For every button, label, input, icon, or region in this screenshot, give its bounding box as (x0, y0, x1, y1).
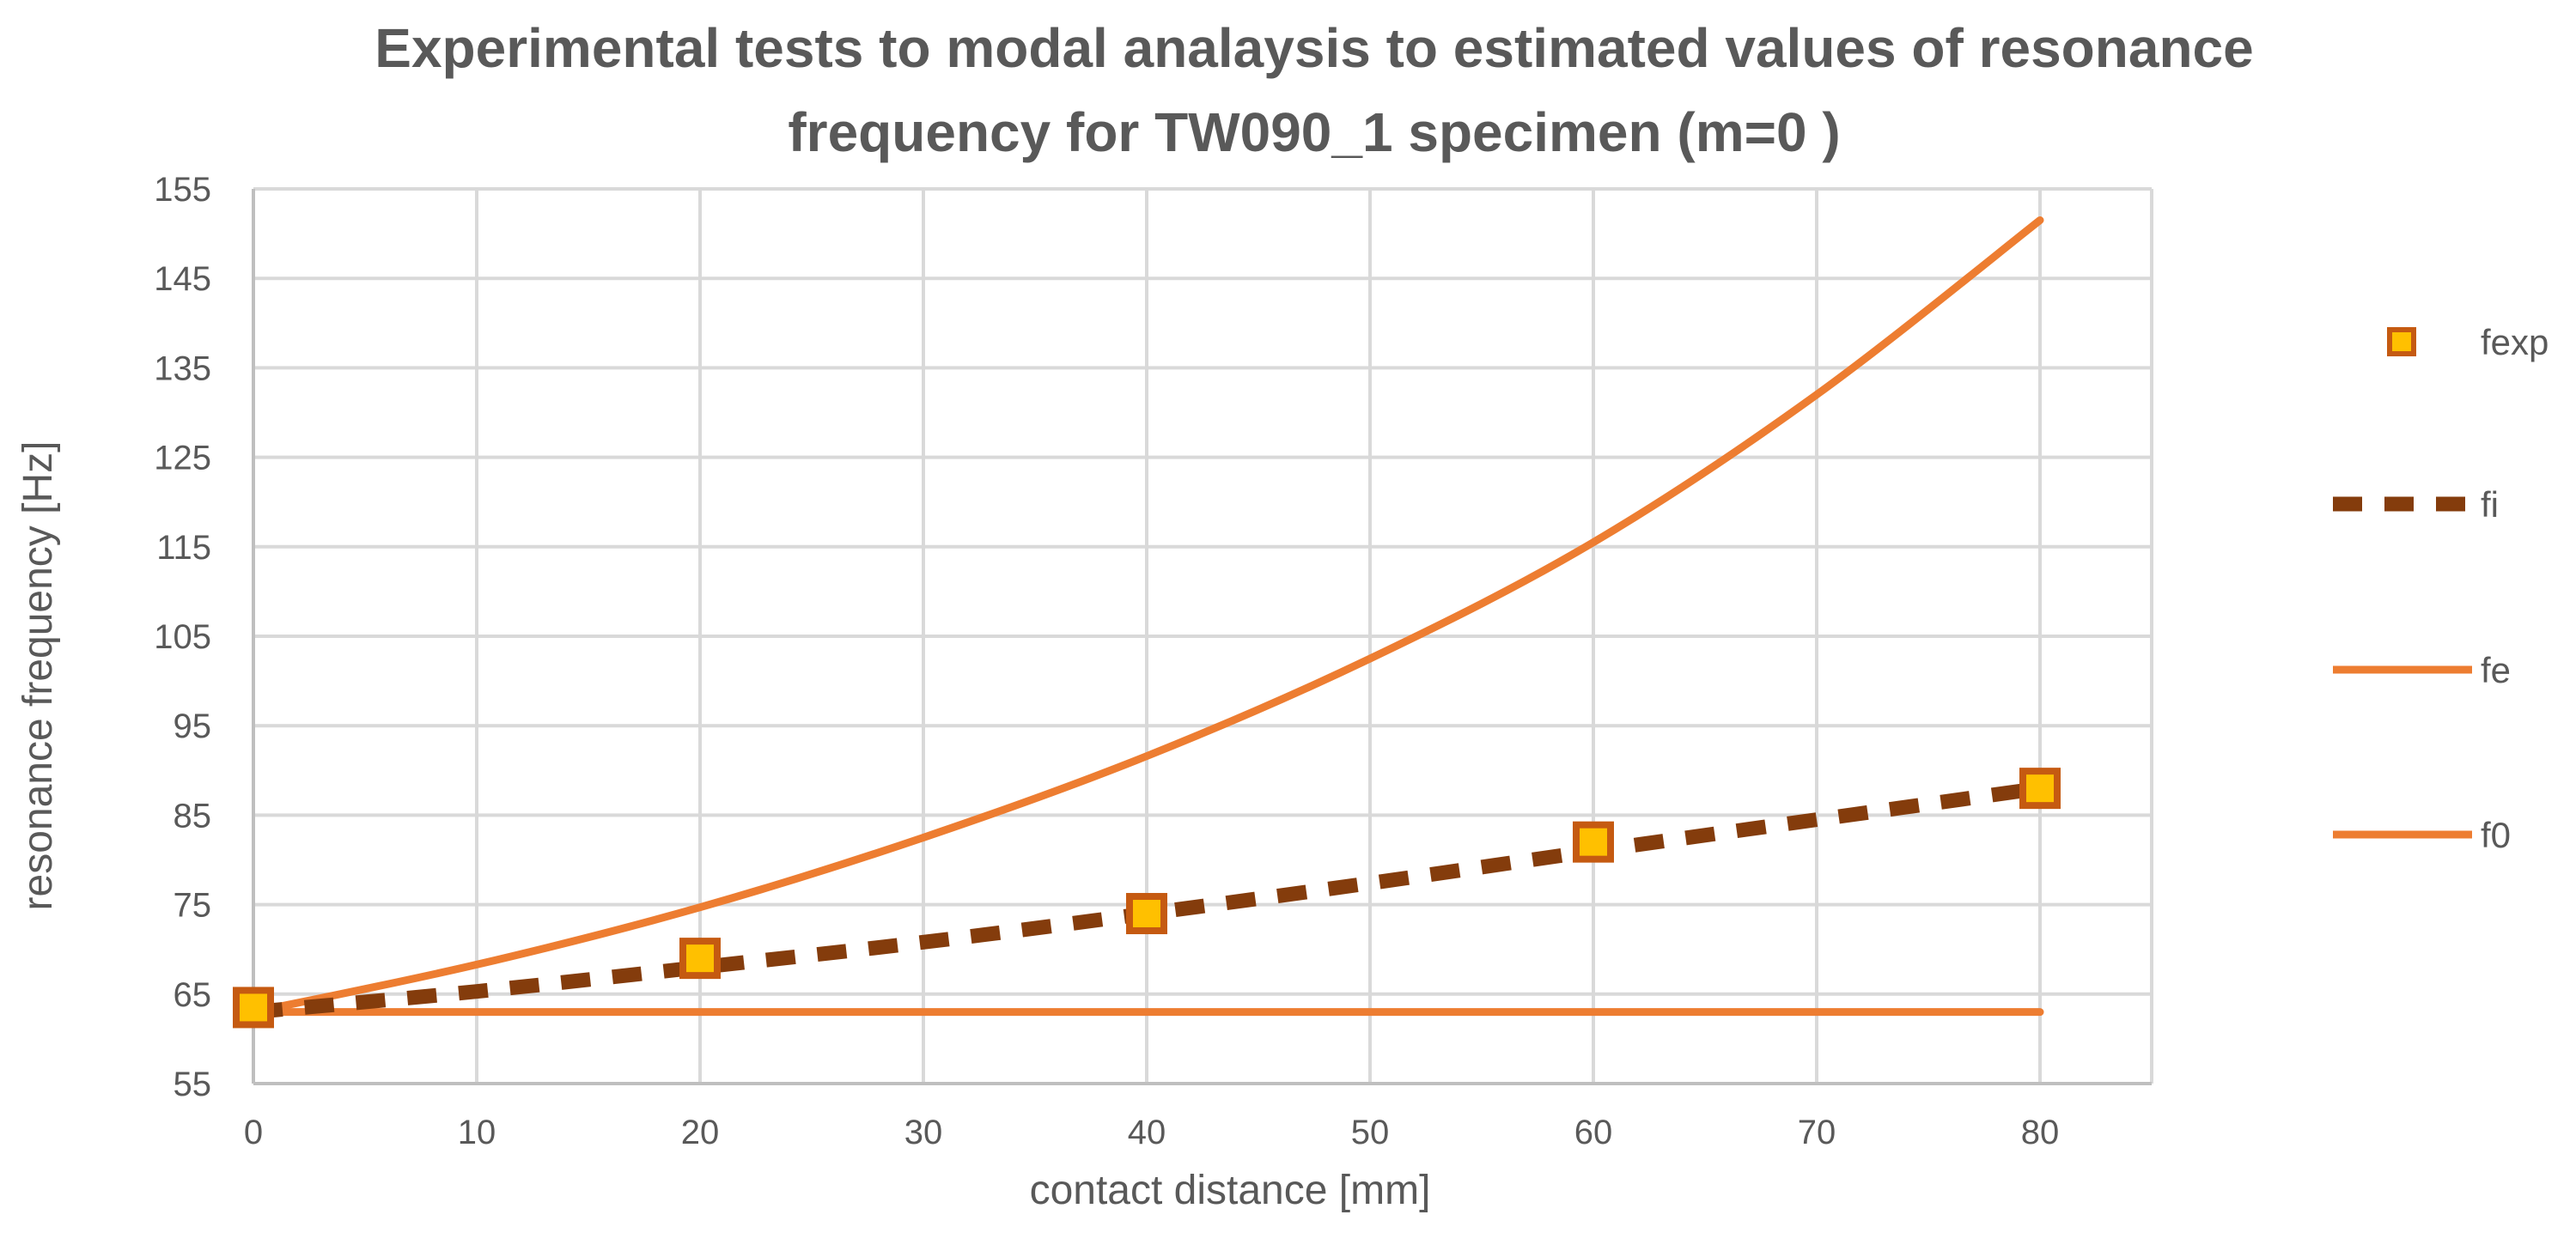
fexp-point (1126, 893, 1167, 935)
x-tick-label: 80 (2021, 1114, 2060, 1151)
x-tick-label: 0 (244, 1114, 263, 1151)
y-tick-label: 105 (154, 618, 211, 656)
legend-item-f0: f0 (2333, 815, 2511, 855)
y-tick-label: 55 (174, 1066, 212, 1103)
series-line-fe (249, 216, 2044, 1017)
y-tick-label: 145 (154, 260, 211, 298)
legend: fexp fi fe f0 (2333, 322, 2549, 855)
x-tick-label: 10 (458, 1114, 496, 1151)
y-tick-label: 115 (156, 529, 211, 567)
y-tick-label: 65 (174, 976, 212, 1014)
y-axis-label: resonance frequency [Hz] (15, 441, 61, 911)
y-tick-label: 155 (154, 171, 211, 209)
x-tick-label: 50 (1351, 1114, 1390, 1151)
axes (252, 189, 2152, 1085)
fexp-point (2019, 768, 2061, 810)
y-tick-label: 85 (174, 797, 212, 835)
fexp-point (233, 987, 274, 1029)
fexp-point (679, 938, 721, 980)
legend-label-fexp: fexp (2481, 322, 2549, 362)
legend-label-f0: f0 (2481, 815, 2511, 855)
legend-label-fe: fe (2481, 650, 2511, 690)
x-tick-label: 40 (1128, 1114, 1166, 1151)
legend-label-fi: fi (2481, 484, 2499, 525)
fexp-point (1573, 821, 1614, 863)
gridlines (253, 187, 2153, 1084)
x-tick-label: 20 (681, 1114, 720, 1151)
tick-labels: 55 65 75 85 95 105 115 125 135 145 155 0 10 20 30 40 50 6… (154, 171, 2059, 1151)
series (233, 216, 2061, 1029)
y-tick-label: 135 (154, 349, 211, 387)
chart-title-line-1: Experimental tests to modal analaysis to… (375, 17, 2253, 79)
legend-item-fexp: fexp (2387, 322, 2549, 362)
x-axis-label: contact distance [mm] (1030, 1168, 1431, 1213)
legend-item-fi: fi (2333, 484, 2499, 525)
y-tick-label: 75 (174, 887, 212, 925)
x-tick-label: 70 (1798, 1114, 1836, 1151)
chart-title: Experimental tests to modal analaysis to… (375, 17, 2253, 163)
x-tick-label: 30 (904, 1114, 943, 1151)
y-tick-label: 95 (174, 707, 212, 745)
y-tick-label: 125 (154, 440, 211, 477)
legend-swatch-fexp (2387, 327, 2416, 356)
chart-title-line-2: frequency for TW090_1 specimen (m=0 ) (788, 101, 1840, 163)
legend-item-fe: fe (2333, 650, 2511, 690)
x-tick-label: 60 (1574, 1114, 1613, 1151)
